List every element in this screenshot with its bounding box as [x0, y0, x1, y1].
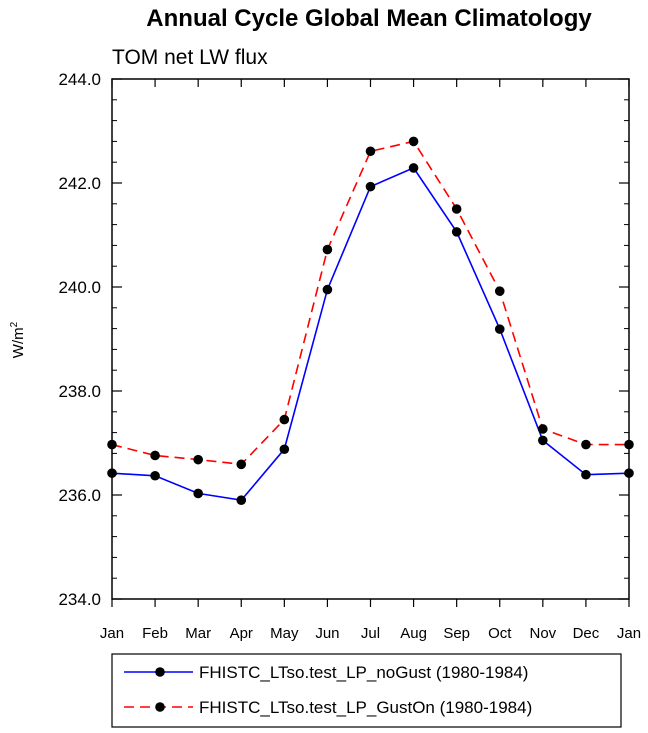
y-tick-label: 244.0	[58, 70, 101, 89]
legend-box	[111, 653, 622, 728]
x-tick-label: Jun	[315, 625, 339, 642]
series-2-point	[322, 244, 333, 255]
x-tick-labels: Jan Feb Mar Apr May Jun Jul Aug Sep Oct Nov Dec Jan	[100, 625, 641, 642]
legend-marker-1	[155, 667, 165, 677]
series-2-point	[236, 459, 247, 470]
axis-ticks	[111, 78, 630, 607]
x-tick-label: May	[270, 625, 299, 642]
series-2-point	[150, 450, 160, 461]
series-2-point	[279, 414, 290, 425]
series-1-point	[451, 227, 462, 237]
legend: FHISTC_LTso.test_LP_noGust (1980-1984) FH…	[111, 653, 622, 728]
series-1-point	[538, 435, 548, 446]
x-tick-label: Oct	[488, 625, 512, 642]
series-1-point	[494, 324, 505, 334]
series-2-point	[193, 454, 203, 465]
x-tick-label: Feb	[142, 625, 168, 642]
series-2-point	[581, 439, 591, 450]
series-1-point	[581, 469, 591, 480]
series-1-point	[322, 284, 333, 295]
legend-items: FHISTC_LTso.test_LP_noGust (1980-1984) FH…	[124, 663, 532, 717]
chart-subtitle: TOM net LW flux	[112, 46, 268, 69]
series-2-point	[538, 424, 548, 434]
legend-label-2: FHISTC_LTso.test_LP_GustOn (1980-1984)	[199, 698, 532, 717]
series-2-point	[451, 204, 462, 214]
series-1-point	[236, 495, 247, 506]
y-tick-label: 234.0	[58, 590, 101, 609]
series-line-1	[111, 166, 630, 502]
series-2-point	[365, 146, 376, 157]
x-tick-label: Aug	[400, 625, 427, 642]
y-tick-label: 240.0	[58, 278, 101, 297]
series-1-point	[408, 163, 419, 173]
chart-title: Annual Cycle Global Mean Climatology	[146, 5, 592, 32]
x-tick-label: Sep	[443, 625, 470, 642]
x-tick-label: Jul	[361, 625, 380, 642]
y-tick-label: 236.0	[58, 486, 101, 505]
plot-frame	[111, 78, 630, 600]
x-tick-label: Jan	[617, 625, 641, 642]
series-1-point	[365, 181, 376, 192]
x-tick-label: Apr	[230, 625, 253, 642]
legend-marker-2	[155, 702, 165, 712]
y-tick-labels: 234.0 236.0 238.0 240.0 242.0 244.0	[58, 70, 101, 609]
x-tick-label: Mar	[185, 625, 211, 642]
y-axis-label-text: W/m	[10, 327, 27, 358]
x-tick-label: Dec	[573, 625, 600, 642]
series-2-point	[494, 286, 505, 296]
y-tick-label: 242.0	[58, 174, 101, 193]
x-tick-label: Jan	[100, 625, 124, 642]
series-1-point	[279, 444, 290, 455]
svg-text:W/m2: W/m2	[9, 321, 27, 358]
legend-label-1: FHISTC_LTso.test_LP_noGust (1980-1984)	[199, 663, 528, 682]
series-layer	[107, 136, 634, 506]
series-1-point	[193, 488, 203, 499]
series-2-point	[408, 136, 419, 147]
y-axis-label: W/m2	[9, 321, 27, 358]
y-tick-label: 238.0	[58, 382, 101, 401]
x-tick-label: Nov	[529, 625, 556, 642]
y-axis-label-superscript: 2	[9, 321, 20, 327]
series-1-point	[150, 470, 160, 481]
